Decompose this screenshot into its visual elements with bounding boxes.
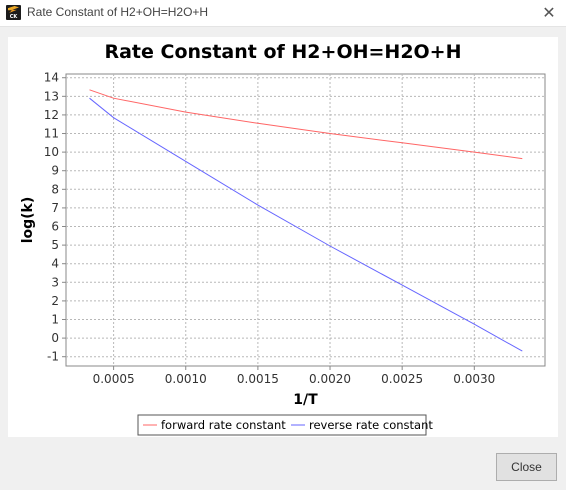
legend-label: forward rate constant xyxy=(161,418,286,432)
app-logo-icon: CK xyxy=(6,5,21,20)
plot-area xyxy=(65,73,546,367)
y-tick-label: 3 xyxy=(51,275,59,289)
title-bar: CK Rate Constant of H2+OH=H2O+H ✕ xyxy=(0,0,566,27)
y-tick-label: 13 xyxy=(44,89,59,103)
y-tick-label: -1 xyxy=(47,350,59,364)
y-tick-label: 10 xyxy=(44,145,59,159)
chart-panel: Rate Constant of H2+OH=H2O+H -1 0 1 2 3 4 5 6 7 8 9… xyxy=(8,37,558,437)
x-tick-label: 0.0010 xyxy=(165,372,207,386)
y-tick-label: 9 xyxy=(51,164,59,178)
x-tick-label: 0.0030 xyxy=(453,372,495,386)
x-axis-label: 1/T xyxy=(293,392,318,408)
y-tick-label: 4 xyxy=(51,257,59,271)
y-tick-label: 11 xyxy=(44,127,59,141)
window-title: Rate Constant of H2+OH=H2O+H xyxy=(27,5,209,19)
x-tick-label: 0.0005 xyxy=(93,372,135,386)
y-tick-label: 12 xyxy=(44,108,59,122)
legend-box xyxy=(137,414,427,436)
y-tick-label: 6 xyxy=(51,220,59,234)
legend-label: reverse rate constant xyxy=(309,418,433,432)
x-tick-label: 0.0020 xyxy=(309,372,351,386)
y-tick-label: 7 xyxy=(51,201,59,215)
y-tick-label: 2 xyxy=(51,294,59,308)
y-tick-label: 5 xyxy=(51,238,59,252)
x-tick-label: 0.0015 xyxy=(237,372,279,386)
rate-constant-chart: Rate Constant of H2+OH=H2O+H-10123456789… xyxy=(20,41,546,436)
y-axis-label: log(k) xyxy=(20,197,36,244)
close-icon[interactable]: ✕ xyxy=(542,3,556,22)
app-logo-text: CK xyxy=(9,14,18,20)
close-button[interactable]: Close xyxy=(496,453,557,481)
chart-title: Rate Constant of H2+OH=H2O+H xyxy=(104,41,461,63)
y-tick-label: 0 xyxy=(51,331,59,345)
x-tick-label: 0.0025 xyxy=(381,372,423,386)
y-tick-label: 14 xyxy=(44,71,59,85)
y-tick-label: 1 xyxy=(51,313,59,327)
y-tick-label: 8 xyxy=(51,182,59,196)
series-line-reverse xyxy=(89,97,523,352)
series-line-forward xyxy=(89,89,523,160)
